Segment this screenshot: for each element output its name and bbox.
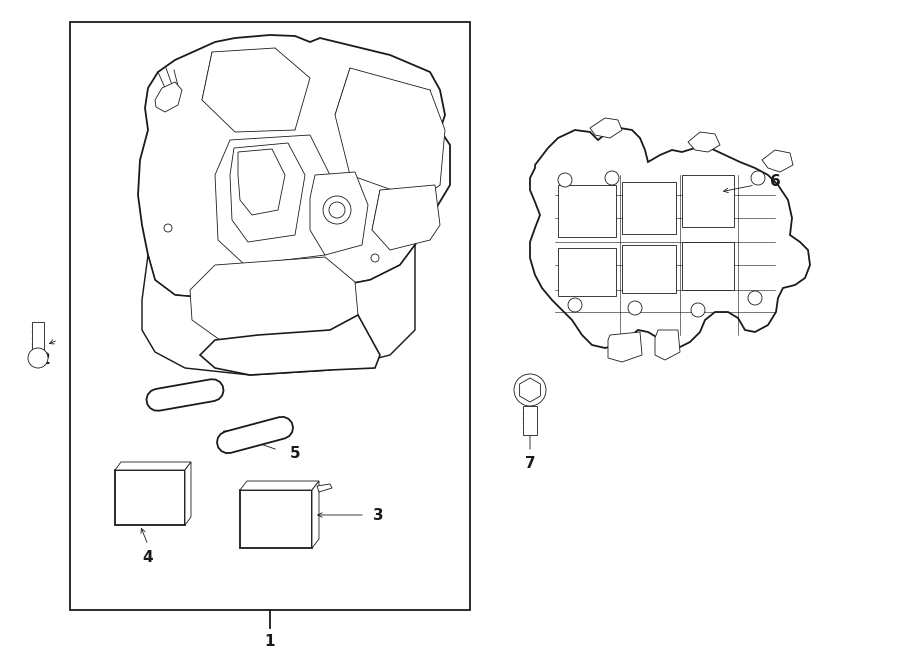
Text: 5: 5 [290,446,301,461]
Text: 6: 6 [770,175,780,190]
Polygon shape [682,242,734,290]
Text: 3: 3 [373,508,383,522]
Polygon shape [608,332,642,362]
Polygon shape [519,378,540,402]
Polygon shape [238,149,285,215]
Polygon shape [70,22,470,610]
Polygon shape [310,172,368,255]
Polygon shape [682,175,734,227]
Polygon shape [32,322,44,352]
Polygon shape [530,128,810,348]
Polygon shape [523,406,537,435]
Polygon shape [622,245,676,293]
Polygon shape [202,48,310,132]
Polygon shape [147,379,223,410]
Polygon shape [688,132,720,152]
Circle shape [371,254,379,262]
Text: 7: 7 [525,455,535,471]
Polygon shape [335,68,445,200]
Polygon shape [762,150,793,172]
Polygon shape [230,143,305,242]
Text: 2: 2 [40,352,50,368]
Polygon shape [240,481,319,490]
Circle shape [568,298,582,312]
Circle shape [748,291,762,305]
Polygon shape [240,490,312,548]
Text: 4: 4 [143,549,153,564]
Circle shape [751,171,765,185]
Polygon shape [655,330,680,360]
Circle shape [691,303,705,317]
Polygon shape [115,470,185,525]
Circle shape [164,224,172,232]
Polygon shape [312,481,319,548]
Polygon shape [190,257,358,340]
Circle shape [558,173,572,187]
Polygon shape [142,245,415,375]
Circle shape [514,374,546,406]
Polygon shape [115,462,191,470]
Polygon shape [558,248,616,296]
Polygon shape [372,185,440,250]
Polygon shape [317,484,332,492]
Polygon shape [215,135,330,265]
Polygon shape [217,417,293,453]
Circle shape [323,196,351,224]
Polygon shape [200,315,380,375]
Polygon shape [185,462,191,525]
Circle shape [329,202,345,218]
Circle shape [605,171,619,185]
Circle shape [628,301,642,315]
Circle shape [28,348,48,368]
Polygon shape [622,182,676,234]
Polygon shape [558,185,616,237]
Polygon shape [138,35,450,300]
Polygon shape [155,82,182,112]
Text: 1: 1 [265,635,275,650]
Polygon shape [590,118,622,138]
